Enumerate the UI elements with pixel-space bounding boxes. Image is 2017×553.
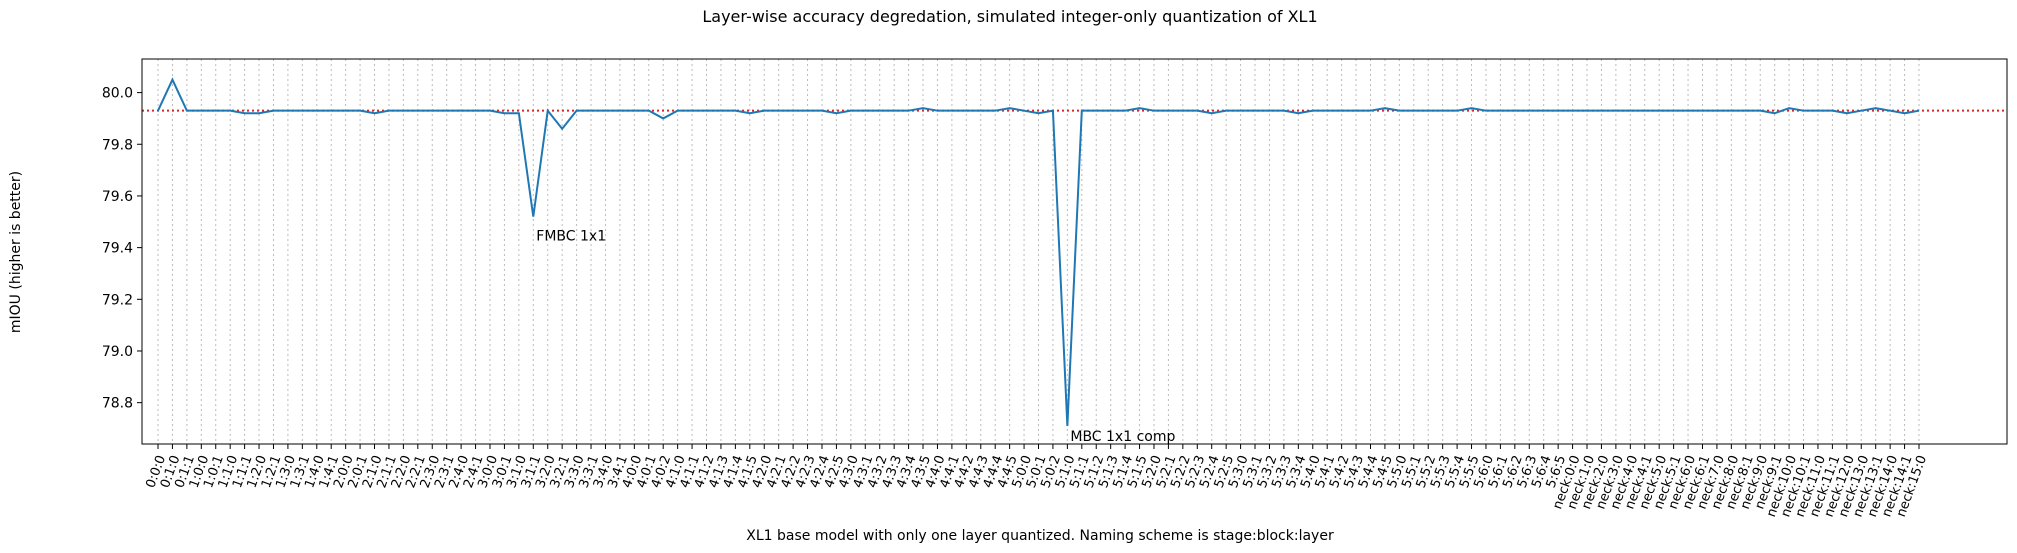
annotation: MBC 1x1 comp	[1070, 429, 1175, 445]
y-tick-label: 80.0	[102, 86, 133, 102]
y-tick-label: 79.8	[102, 137, 133, 153]
y-tick-label: 79.6	[102, 189, 133, 205]
annotation: FMBC 1x1	[536, 229, 606, 245]
y-tick-label: 79.0	[102, 344, 133, 360]
y-axis-label: mIOU (higher is better)	[8, 171, 24, 333]
y-tick-label: 79.4	[102, 241, 133, 257]
y-tick-label: 79.2	[102, 292, 133, 308]
y-tick-label: 78.8	[102, 396, 133, 412]
series-line	[157, 77, 1920, 426]
plot-frame	[141, 58, 2008, 445]
x-axis-label: XL1 base model with only one layer quant…	[746, 528, 1334, 544]
chart-title: Layer-wise accuracy degredation, simulat…	[702, 7, 1317, 26]
